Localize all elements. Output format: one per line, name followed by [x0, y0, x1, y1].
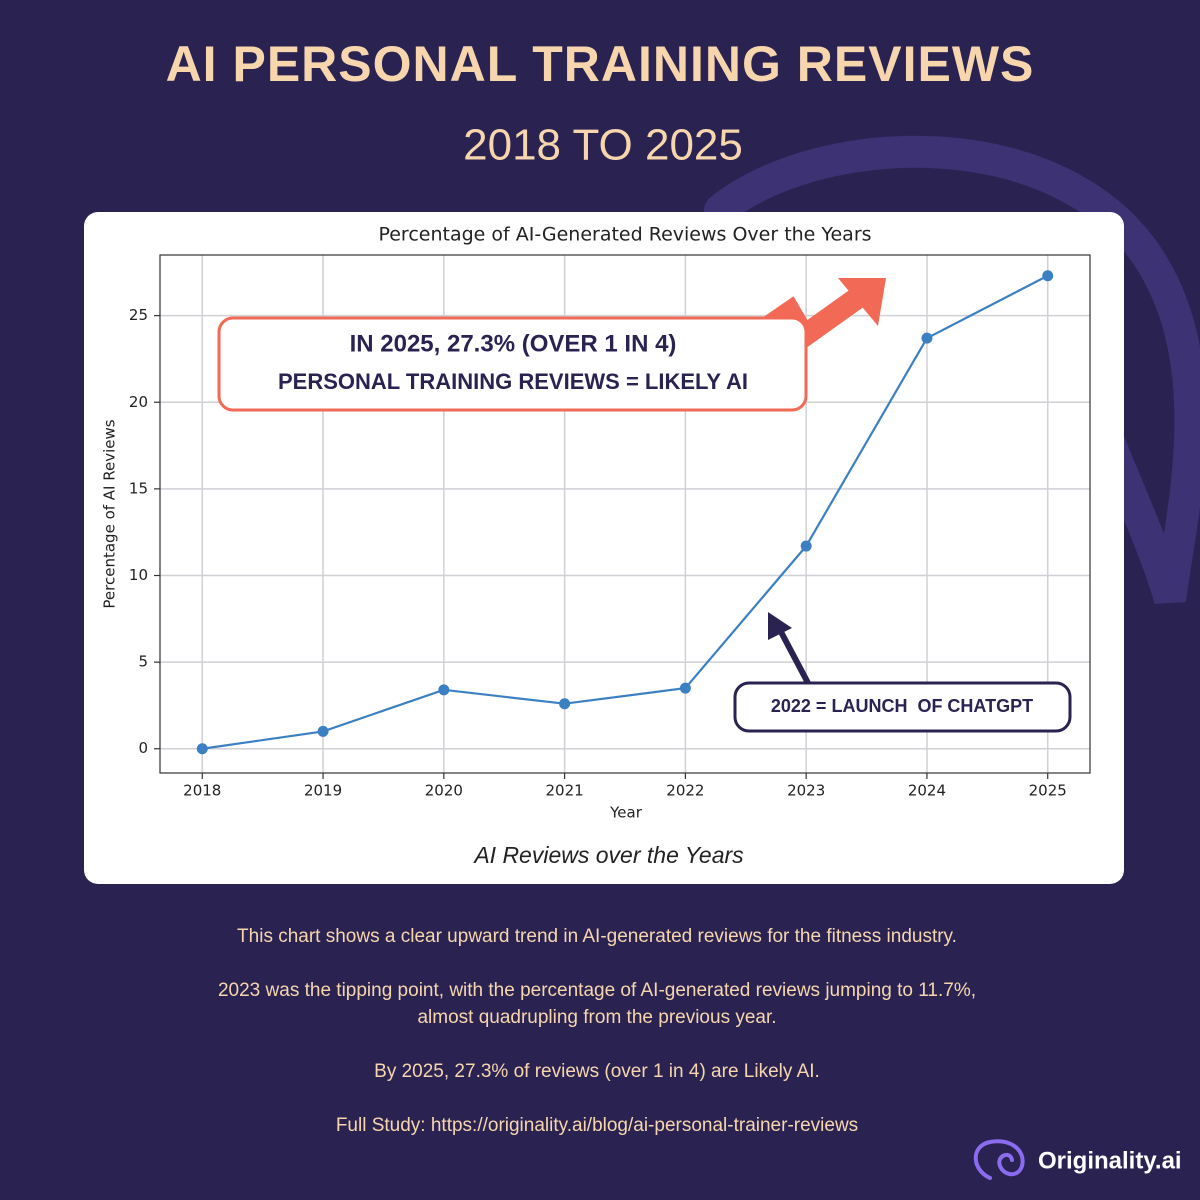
data-point — [438, 684, 450, 696]
y-tick-label: 10 — [129, 566, 148, 584]
brand-name: Originality.ai — [1038, 1147, 1182, 1174]
annotation-2022: 2022 = LAUNCH OF CHATGPT — [733, 612, 1072, 733]
y-axis-label: Percentage of AI Reviews — [101, 419, 119, 608]
y-tick-label: 20 — [129, 393, 148, 411]
body-line: 2023 was the tipping point, with the per… — [218, 980, 976, 1001]
chart-title: Percentage of AI-Generated Reviews Over … — [378, 224, 871, 246]
body-line: By 2025, 27.3% of reviews (over 1 in 4) … — [374, 1061, 820, 1082]
brand-icon — [973, 1139, 1025, 1180]
x-tick-label: 2024 — [908, 782, 946, 800]
annotation-box — [733, 681, 1072, 733]
page-title: AI PERSONAL TRAINING REVIEWS — [166, 36, 1035, 92]
x-tick-label: 2023 — [787, 782, 825, 800]
annotation-box — [217, 316, 808, 412]
y-tick-label: 0 — [138, 739, 148, 757]
body-line: almost quadrupling from the previous yea… — [417, 1007, 776, 1028]
chart-caption: AI Reviews over the Years — [472, 842, 744, 868]
annotation-text: IN 2025, 27.3% (OVER 1 IN 4) — [350, 330, 677, 357]
body-line: This chart shows a clear upward trend in… — [237, 926, 957, 947]
red-arrow-head — [838, 278, 886, 326]
data-point — [317, 725, 329, 737]
page-subtitle: 2018 TO 2025 — [463, 121, 743, 170]
x-tick-label: 2019 — [304, 782, 342, 800]
x-tick-label: 2021 — [546, 782, 584, 800]
annotation-text: PERSONAL TRAINING REVIEWS = LIKELY AI — [278, 369, 748, 394]
x-tick-label: 2018 — [183, 782, 221, 800]
data-point — [679, 682, 691, 694]
brand-logo: Originality.ai — [973, 1139, 1182, 1180]
x-tick-label: 2020 — [425, 782, 463, 800]
y-tick-label: 15 — [129, 479, 148, 497]
data-point — [559, 698, 571, 710]
dark-arrow — [777, 628, 811, 685]
x-axis-label: Year — [609, 804, 643, 822]
annotation-2025: IN 2025, 27.3% (OVER 1 IN 4) PERSONAL TR… — [217, 278, 886, 412]
x-tick-label: 2025 — [1029, 782, 1067, 800]
data-point — [196, 743, 208, 755]
y-tick-label: 5 — [138, 653, 148, 671]
body-line: Full Study: https://originality.ai/blog/… — [336, 1115, 858, 1136]
data-point — [1042, 270, 1054, 282]
series-line — [202, 274, 1049, 750]
plot-frame — [159, 254, 1091, 774]
dark-arrow-head — [768, 612, 792, 640]
data-point — [800, 540, 812, 552]
body-text: This chart shows a clear upward trend in… — [218, 926, 976, 1136]
annotation-text: 2022 = LAUNCH OF CHATGPT — [771, 696, 1033, 716]
y-tick-label: 25 — [129, 306, 148, 324]
x-tick-label: 2022 — [666, 782, 704, 800]
data-point — [921, 332, 933, 344]
chart-card — [84, 212, 1124, 884]
